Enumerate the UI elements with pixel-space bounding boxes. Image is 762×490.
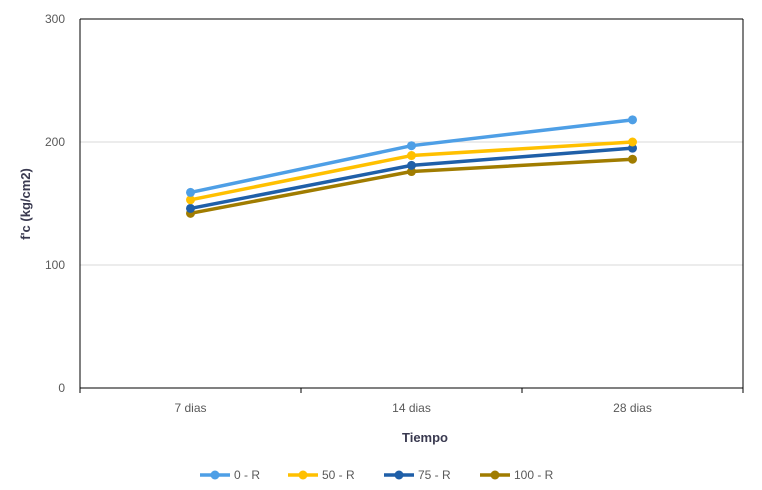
data-point [628, 154, 637, 164]
x-axis-title: Tiempo [402, 430, 448, 445]
tick-labels: 7 dias 14 dias 28 dias 0 100 200 300 [45, 12, 652, 415]
legend-marker [298, 470, 308, 480]
legend-label: 100 - R [514, 468, 554, 482]
legend-item: 0 - R [200, 468, 260, 482]
x-tick-label: 7 dias [174, 401, 206, 415]
legend-label: 0 - R [234, 468, 260, 482]
axes [79, 18, 744, 393]
data-point [407, 141, 416, 151]
legend-label: 50 - R [322, 468, 355, 482]
legend-marker [490, 470, 500, 480]
data-point [186, 187, 195, 197]
x-tick-label: 14 dias [392, 401, 431, 415]
legend-item: 50 - R [288, 468, 355, 482]
legend-marker [210, 470, 220, 480]
data-point [186, 203, 195, 213]
legend-item: 75 - R [384, 468, 451, 482]
x-tick-label: 28 dias [613, 401, 652, 415]
data-point [407, 160, 416, 170]
data-point [186, 195, 195, 205]
y-tick-label: 100 [45, 258, 65, 272]
y-axis-title: f'c (kg/cm2) [18, 168, 33, 240]
data-point [628, 137, 637, 147]
data-point [628, 143, 637, 153]
legend: 0 - R 50 - R 75 - R 100 - R [200, 468, 554, 482]
legend-item: 100 - R [480, 468, 554, 482]
legend-marker [394, 470, 404, 480]
legend-label: 75 - R [418, 468, 451, 482]
data-point [407, 151, 416, 161]
data-point [407, 167, 416, 177]
y-tick-label: 0 [58, 381, 65, 395]
y-tick-label: 300 [45, 12, 65, 26]
series [186, 115, 637, 218]
y-tick-label: 200 [45, 135, 65, 149]
data-point [628, 115, 637, 125]
